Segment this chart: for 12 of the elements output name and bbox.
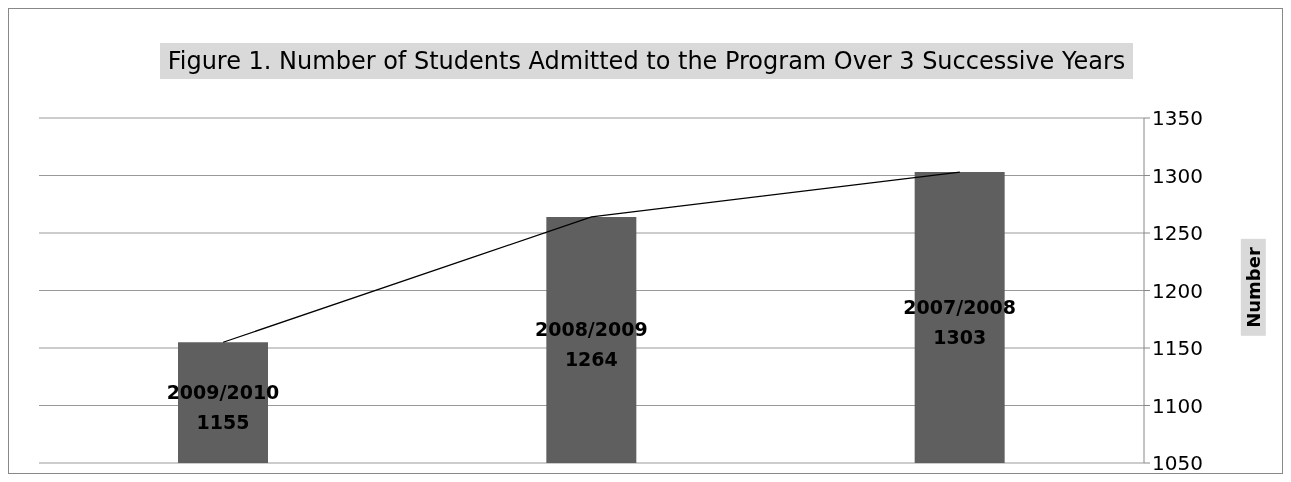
y-tick-label: 1300	[1152, 163, 1203, 188]
y-axis-title: Number	[1240, 238, 1266, 336]
chart-title: Figure 1. Number of Students Admitted to the Program Over 3 Successive Years	[159, 43, 1134, 79]
data-label: 1155	[196, 410, 250, 433]
y-tick-label: 1250	[1152, 221, 1203, 246]
data-label: 1303	[933, 325, 987, 348]
y-tick-label: 1050	[1152, 451, 1203, 476]
y-tick-label: 1200	[1152, 278, 1203, 303]
y-tick-label: 1100	[1152, 393, 1203, 418]
y-tick-label: 1350	[1152, 106, 1203, 131]
y-tick-label: 1150	[1152, 336, 1203, 361]
data-label: 1264	[564, 347, 618, 370]
